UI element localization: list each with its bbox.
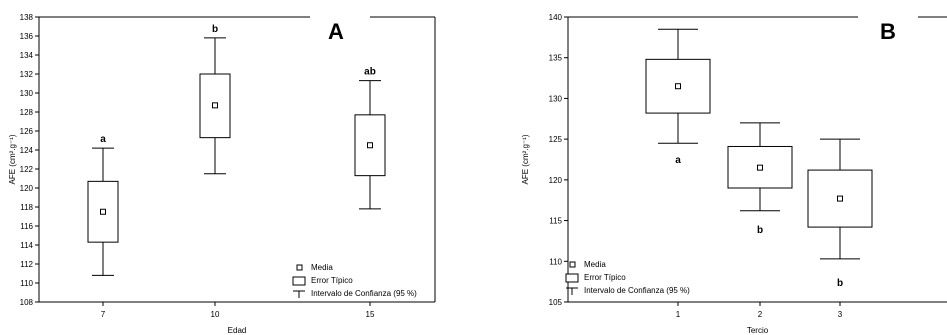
x-tick-label: 15 [366,310,375,319]
box-group-7: 7a [87,134,119,319]
legend: Media Error Típico Intervalo de Confianza … [292,263,417,298]
y-tick-label: 112 [20,260,33,269]
legend: Media Error Típico Intervalo de Confianza … [565,260,690,295]
y-tick-label: 118 [20,203,33,212]
mean-marker [212,102,218,109]
box-group-15: 15 ab [354,67,386,319]
x-axis-label: Tercio [747,326,769,335]
panel-letter: A [328,19,344,44]
x-tick-label: 2 [758,310,763,319]
significance-letter: b [757,225,763,236]
mean-marker [837,195,843,202]
x-tick-label: 3 [838,310,843,319]
y-tick-label: 120 [549,176,563,185]
mean-marker [757,164,763,171]
y-tick-label: 132 [20,70,34,79]
box-group-10: 10 b [199,24,231,319]
legend-mean-symbol [296,264,303,271]
y-tick-label: 115 [549,217,562,226]
y-tick-label: 128 [20,108,34,117]
box-group-2: 2b [727,122,793,319]
y-tick-label: 130 [20,89,34,98]
y-tick-label: 110 [549,257,562,266]
y-tick-label: 140 [549,13,563,22]
y-tick-label: 138 [20,13,34,22]
significance-letter: a [675,155,681,166]
y-tick-label: 136 [20,32,34,41]
y-axis-label: AFE (cm².g⁻¹) [521,134,530,184]
y-axis-label: AFE (cm².g⁻¹) [8,134,17,184]
legend-label-error: Error Típico [311,276,353,285]
y-tick-label: 114 [20,241,33,250]
mean-marker [100,208,106,215]
y-tick-label: 125 [549,135,563,144]
x-tick-label: 10 [211,310,220,319]
legend-se-symbol [292,276,306,286]
legend-label-ci: Intervalo de Confianza (95 %) [584,286,690,295]
y-tick-label: 130 [549,94,563,103]
x-tick-label: 7 [101,310,106,319]
significance-letter: ab [364,67,376,78]
y-tick-label: 134 [20,51,34,60]
y-tick-label: 110 [20,279,33,288]
legend-label-media: Media [584,260,606,269]
y-tick-label: 120 [20,184,34,193]
y-tick-label: 122 [20,165,34,174]
panel-letter: B [880,19,896,44]
significance-letter: b [212,24,218,35]
mean-marker [367,142,373,149]
y-tick-label: 108 [20,298,34,307]
legend-se-symbol [565,273,579,283]
y-tick-label: 124 [20,146,34,155]
y-tick-label: 126 [20,127,34,136]
mean-marker [675,83,681,90]
significance-letter: b [837,278,843,289]
box-group-3: 3b [807,138,873,319]
x-tick-label: 1 [676,310,681,319]
y-tick-label: 105 [549,298,563,307]
legend-mean-symbol [569,261,576,268]
legend-label-ci: Intervalo de Confianza (95 %) [311,289,417,298]
box-group-1: 1a [645,28,711,319]
y-tick-label: 135 [549,54,563,63]
significance-letter: a [100,134,106,145]
legend-label-error: Error Típico [584,273,626,282]
chart-panel-a: A 108 110 112 114 116 118 120 122 124 126 128 130 132… [8,13,436,335]
legend-label-media: Media [311,263,333,272]
y-tick-label: 116 [20,222,33,231]
chart-panel-b: B 105 110 115 120 125 130 135 140 AFE (cm².g⁻¹) Te… [521,13,947,335]
x-axis-label: Edad [228,326,247,335]
